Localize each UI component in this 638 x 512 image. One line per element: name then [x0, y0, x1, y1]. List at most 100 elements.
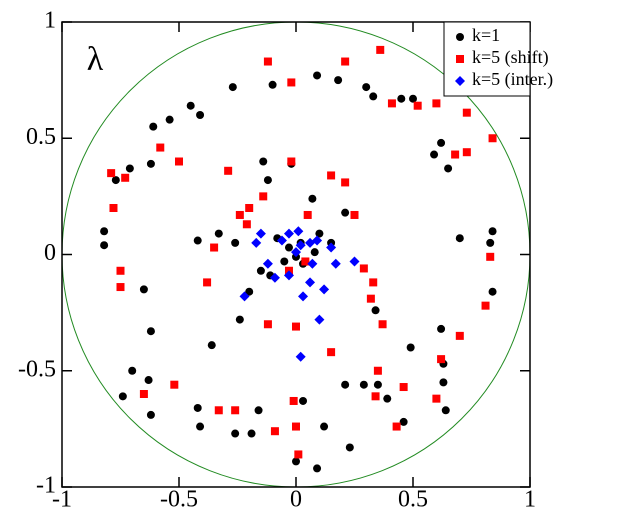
square-point	[175, 157, 183, 166]
circle-point	[231, 238, 240, 247]
square-point	[301, 257, 310, 266]
circle-point	[100, 241, 109, 250]
circle-point	[256, 266, 265, 275]
diamond-point	[298, 291, 309, 302]
diamond-point	[276, 235, 287, 246]
diamond-point	[305, 277, 316, 288]
circle-point	[310, 248, 319, 257]
square-point	[245, 204, 254, 212]
circle-point	[100, 227, 109, 236]
square-point	[371, 392, 380, 401]
square-point	[413, 101, 422, 110]
square-point	[263, 57, 272, 66]
square-point	[287, 78, 296, 87]
circle-point	[362, 83, 371, 92]
circle-point	[444, 164, 453, 173]
square-point	[392, 422, 401, 431]
circle-point	[128, 366, 137, 375]
circle-point	[196, 422, 205, 431]
square-point	[224, 166, 233, 175]
circle-point	[369, 92, 378, 101]
circle-point	[292, 457, 300, 466]
square-point	[121, 173, 130, 182]
circle-point	[146, 159, 155, 168]
circle-point	[345, 443, 354, 452]
square-point	[341, 57, 350, 66]
square-point	[139, 390, 148, 398]
circle-point	[371, 306, 380, 315]
circle-point	[268, 80, 277, 89]
y-tick-label: 0	[44, 240, 56, 266]
square-point	[387, 99, 396, 108]
circle-point	[409, 94, 417, 103]
circle-point	[111, 176, 120, 185]
annotation: λ	[87, 41, 104, 78]
circle-point	[320, 422, 329, 431]
diamond-point	[295, 240, 306, 251]
circle-point	[118, 392, 127, 401]
circle-point	[383, 394, 392, 403]
diamond-point	[295, 351, 306, 362]
square-point	[376, 45, 385, 54]
square-point	[287, 157, 296, 166]
circle-point	[254, 406, 263, 415]
circle-point	[455, 234, 464, 243]
circle-point	[456, 33, 464, 41]
circle-point	[488, 227, 497, 236]
circle-point	[193, 236, 202, 245]
circle-point	[437, 324, 446, 333]
circle-point	[359, 380, 368, 389]
square-point	[455, 331, 464, 340]
square-point	[170, 380, 179, 389]
circle-point	[441, 406, 450, 415]
circle-point	[235, 315, 244, 324]
square-point	[116, 266, 125, 275]
square-point	[210, 243, 219, 252]
square-point	[378, 320, 387, 329]
circle-point	[214, 229, 223, 238]
square-point	[203, 278, 212, 287]
square-point	[235, 210, 244, 219]
square-point	[451, 150, 460, 159]
circle-point	[207, 341, 216, 350]
diamond-point	[314, 314, 325, 325]
square-point	[432, 394, 441, 403]
square-point	[462, 148, 471, 157]
x-tick-label: -0.5	[160, 487, 198, 512]
square-point	[369, 278, 378, 287]
square-point	[294, 450, 303, 459]
square-point	[366, 294, 375, 303]
square-point	[270, 427, 279, 436]
circle-point	[144, 376, 153, 385]
circle-point	[397, 94, 406, 103]
circle-point	[125, 164, 134, 173]
circle-point	[313, 71, 322, 80]
y-tick-label: -1	[36, 473, 56, 499]
square-point	[231, 406, 240, 415]
x-tick-label: 1	[524, 487, 536, 512]
circle-point	[439, 378, 448, 387]
square-point	[259, 192, 268, 201]
circle-point	[149, 122, 158, 131]
circle-point	[313, 464, 322, 473]
square-point	[327, 171, 336, 180]
square-point	[263, 320, 272, 329]
circle-point	[373, 380, 382, 389]
circle-point	[139, 285, 148, 294]
square-point	[462, 108, 471, 117]
circle-point	[334, 76, 343, 85]
square-point	[292, 422, 300, 431]
square-point	[488, 134, 497, 143]
square-point	[373, 366, 382, 375]
circle-point	[486, 238, 495, 247]
x-tick-label: -1	[52, 487, 72, 512]
square-point	[359, 264, 368, 273]
square-point	[214, 406, 223, 415]
square-point	[350, 210, 359, 219]
circle-point	[280, 257, 289, 266]
circle-point	[165, 115, 174, 124]
square-point	[456, 55, 464, 63]
square-point	[432, 99, 441, 108]
circle-point	[186, 101, 195, 110]
